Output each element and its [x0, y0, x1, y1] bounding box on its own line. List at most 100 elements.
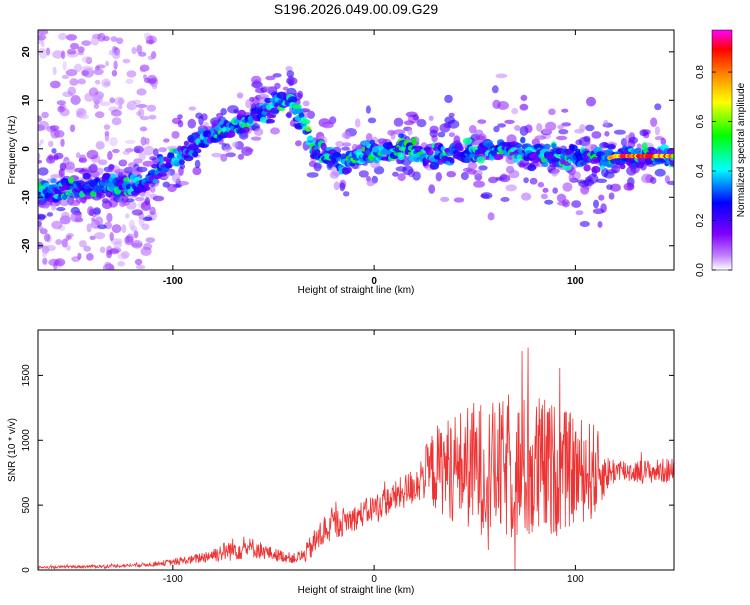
spectrogram-halo-blob: [492, 99, 501, 110]
spectrogram-ridge-blob: [591, 165, 601, 174]
spectrogram-noise-blob: [66, 245, 71, 251]
spectrogram-halo-blob: [544, 199, 554, 205]
spectrogram-noise-blob: [45, 244, 56, 252]
spectrogram-halo-blob: [123, 167, 135, 174]
spectrogram-halo-blob: [585, 124, 595, 132]
spectrogram-noise-blob: [106, 212, 113, 223]
spectrogram-ridge-blob: [332, 152, 342, 158]
spectrogram-ridge-blob: [110, 173, 117, 179]
spectrogram-noise-blob: [52, 50, 64, 59]
spectrogram-halo-blob: [551, 169, 559, 177]
snr-panel: -100 0 100 0 500 1000 1500 Height of straight…: [7, 329, 675, 596]
spectrogram-ridge-blob: [270, 107, 280, 114]
spectrogram-halo-blob: [416, 119, 427, 128]
spectrogram-halo-blob: [435, 172, 442, 182]
spectrogram-noise-blob: [61, 50, 66, 60]
spectrogram-noise-blob: [95, 141, 105, 150]
spectrogram-noise-blob: [121, 250, 130, 259]
spectrogram-ridge-blob: [193, 148, 202, 154]
spectrogram-halo-blob: [440, 196, 450, 202]
spectrogram-halo-blob: [237, 153, 245, 160]
spectrogram-halo-blob: [333, 181, 340, 191]
spectrogram-noise-blob: [122, 150, 130, 155]
spectrogram-halo-blob: [504, 119, 515, 124]
spectrogram-x-tick-label: 0: [371, 276, 377, 287]
spectrogram-ridge-blob: [237, 109, 246, 117]
spectrogram-noise-blob: [77, 46, 85, 53]
spectrogram-halo-blob: [540, 193, 548, 200]
spectrogram-halo-blob: [660, 137, 667, 146]
spectrogram-halo-blob: [289, 119, 296, 127]
spectrogram-halo-blob: [444, 116, 456, 124]
spectrogram-halo-blob: [562, 182, 573, 192]
spectrogram-halo-blob: [542, 128, 551, 134]
spectrogram-halo-blob: [642, 129, 651, 135]
spectrogram-noise-blob: [89, 235, 96, 240]
spectrogram-halo-blob: [467, 162, 478, 170]
spectrogram-halo-blob: [250, 136, 262, 141]
spectrogram-halo-blob: [56, 207, 66, 212]
spectrogram-halo-blob: [107, 163, 115, 172]
spectrogram-halo-blob: [575, 139, 583, 146]
spectrogram-halo-blob: [167, 183, 177, 193]
spectrogram-noise-blob: [49, 125, 60, 131]
spectrogram-halo-blob: [64, 161, 75, 170]
spectrogram-halo-blob: [133, 145, 144, 154]
snr-x-tick-label: 100: [567, 574, 584, 585]
spectrogram-halo-blob: [505, 184, 517, 192]
spectrogram-halo-blob: [500, 197, 510, 202]
spectrogram-noise-blob: [104, 132, 110, 142]
spectrogram-ridge-blob: [543, 143, 551, 150]
spectrogram-ridge-blob: [583, 164, 591, 172]
spectrogram-ridge-blob: [143, 181, 150, 189]
spectrogram-halo-blob: [480, 193, 490, 199]
spectrogram-y-tick-label: -20: [21, 238, 32, 253]
spectrogram-halo-blob: [341, 131, 351, 139]
spectrogram-noise-blob: [141, 223, 150, 231]
spectrogram-halo-blob: [604, 131, 610, 137]
spectrogram-noise-blob: [59, 108, 70, 117]
spectrogram-halo-blob: [59, 162, 67, 171]
spectrogram-noise-blob: [135, 264, 146, 270]
spectrogram-halo-blob: [393, 129, 406, 135]
spectrogram-halo-blob: [598, 194, 605, 201]
spectrogram-halo-blob: [302, 100, 310, 107]
spectrogram-halo-blob: [286, 70, 295, 78]
spectrogram-noise-blob: [38, 120, 49, 131]
spectrogram-ridge-blob: [105, 190, 113, 198]
spectrogram-halo-blob: [448, 132, 456, 138]
spectrogram-noise-blob: [109, 232, 114, 241]
spectrogram-halo-blob: [571, 200, 582, 208]
spectrogram-halo-blob: [87, 206, 95, 216]
spectrogram-halo-blob: [499, 174, 511, 183]
spectrogram-halo-blob: [286, 111, 292, 119]
spectrogram-halo-blob: [610, 183, 621, 192]
spectrogram-noise-blob: [140, 115, 150, 121]
spectrogram-noise-blob: [103, 124, 111, 130]
spectrogram-noise-blob: [38, 142, 42, 148]
snr-x-tick-label: 0: [371, 574, 377, 585]
spectrogram-noise-blob: [84, 92, 94, 102]
spectrogram-y-tick-label: 20: [21, 46, 32, 58]
spectrogram-y-label: Frequency (Hz): [7, 116, 18, 185]
spectrogram-noise-blob: [51, 220, 63, 230]
spectrogram-noise-blob: [38, 152, 41, 160]
spectrogram-noise-blob: [73, 63, 83, 73]
spectrogram-halo-blob: [252, 79, 261, 90]
spectrogram-halo-blob: [465, 167, 472, 173]
spectrogram-halo-blob: [580, 185, 590, 195]
spectrogram-noise-blob: [39, 139, 44, 144]
spectrogram-noise-blob: [106, 249, 113, 259]
spectrogram-halo-blob: [177, 181, 189, 186]
spectrogram-halo-blob: [245, 148, 254, 153]
spectrogram-noise-blob: [49, 80, 61, 89]
spectrogram-noise-blob: [78, 51, 84, 56]
spectrogram-ridge-blob: [397, 152, 405, 161]
spectrogram-noise-blob: [79, 240, 87, 248]
colorbar-tick-label: 0.6: [695, 114, 706, 128]
spectrogram-halo-blob: [119, 159, 128, 166]
spectrogram-halo-blob: [367, 117, 377, 124]
spectrogram-peak-blob: [670, 153, 674, 159]
spectrogram-noise-blob: [137, 107, 145, 118]
